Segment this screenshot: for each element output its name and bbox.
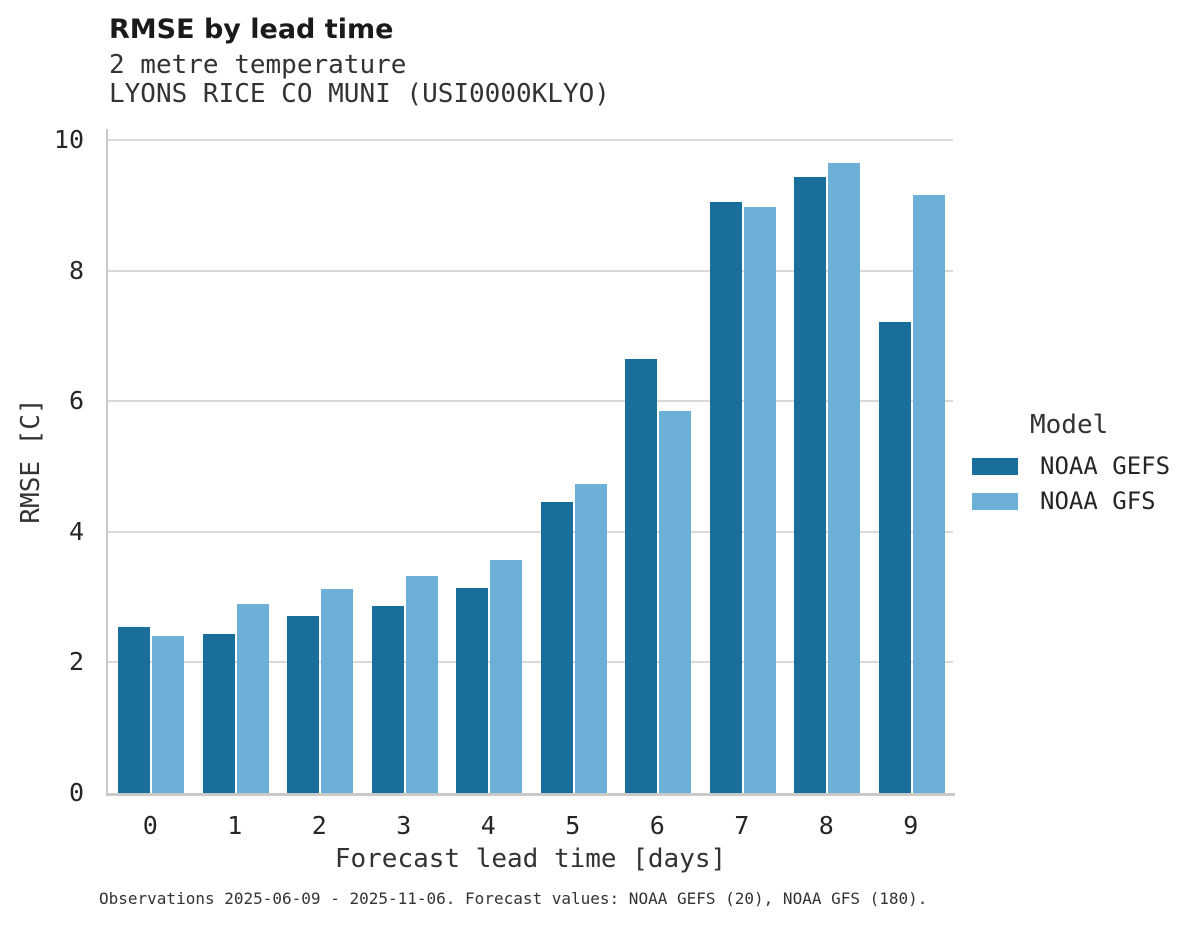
gridline-y2 — [108, 661, 953, 664]
x-tick-3: 3 — [396, 811, 412, 840]
legend-swatch-noaa-gfs — [972, 493, 1018, 510]
bar-noaa-gfs-lead-0 — [152, 636, 184, 793]
footnote-caption: Observations 2025-06-09 - 2025-11-06. Fo… — [99, 889, 928, 908]
x-axis-label: Forecast lead time [days] — [334, 844, 727, 874]
x-tick-2: 2 — [311, 811, 327, 840]
bar-noaa-gefs-lead-0 — [118, 626, 150, 793]
x-tick-5: 5 — [565, 811, 581, 840]
y-tick-4: 4 — [68, 516, 84, 546]
legend-label-noaa-gfs: NOAA GFS — [1040, 487, 1156, 515]
chart-subtitle-variable: 2 metre temperature — [109, 50, 407, 80]
x-tick-4: 4 — [480, 811, 496, 840]
y-tick-6: 6 — [68, 386, 84, 416]
bar-noaa-gfs-lead-7 — [743, 207, 776, 793]
y-axis-label: RMSE [C] — [16, 398, 46, 524]
legend-label-noaa-gefs: NOAA GEFS — [1040, 452, 1171, 480]
bar-noaa-gefs-lead-8 — [794, 176, 826, 793]
y-tick-8: 8 — [68, 255, 84, 285]
bar-noaa-gfs-lead-3 — [405, 576, 438, 793]
bar-noaa-gefs-lead-7 — [709, 202, 742, 793]
bar-noaa-gfs-lead-2 — [321, 588, 353, 793]
gridline-y6 — [108, 400, 953, 403]
chart-title: RMSE by lead time — [109, 14, 394, 45]
bar-noaa-gfs-lead-8 — [828, 162, 860, 793]
y-tick-2: 2 — [68, 647, 84, 677]
x-tick-0: 0 — [142, 811, 158, 840]
y-axis-spine — [106, 129, 108, 796]
bar-noaa-gefs-lead-9 — [878, 322, 911, 793]
bar-noaa-gefs-lead-3 — [371, 606, 404, 793]
x-tick-6: 6 — [649, 811, 665, 840]
x-axis-spine — [106, 793, 955, 796]
legend-swatch-noaa-gefs — [972, 458, 1018, 475]
legend: Model NOAA GEFS NOAA GFS — [970, 410, 1192, 520]
bar-noaa-gfs-lead-9 — [912, 194, 945, 793]
y-tick-0: 0 — [68, 778, 84, 807]
bar-noaa-gefs-lead-2 — [287, 616, 319, 793]
legend-title: Model — [1030, 410, 1109, 440]
x-tick-7: 7 — [734, 811, 750, 840]
bar-noaa-gefs-lead-5 — [540, 501, 573, 793]
gridline-y10 — [108, 139, 953, 142]
x-tick-8: 8 — [818, 811, 834, 840]
x-tick-9: 9 — [903, 811, 919, 840]
bar-noaa-gfs-lead-6 — [659, 411, 691, 793]
bar-noaa-gefs-lead-1 — [202, 634, 235, 793]
gridline-y8 — [108, 269, 953, 272]
y-tick-10: 10 — [53, 125, 84, 155]
plot-area — [108, 129, 953, 793]
gridline-y4 — [108, 530, 953, 533]
bar-noaa-gfs-lead-4 — [490, 559, 522, 793]
bar-noaa-gfs-lead-5 — [574, 484, 607, 793]
bar-noaa-gfs-lead-1 — [236, 603, 269, 793]
chart-subtitle-station: LYONS RICE CO MUNI (USI0000KLYO) — [109, 79, 610, 109]
bar-noaa-gefs-lead-6 — [625, 359, 657, 793]
bar-noaa-gefs-lead-4 — [456, 588, 488, 793]
x-tick-1: 1 — [227, 811, 243, 840]
